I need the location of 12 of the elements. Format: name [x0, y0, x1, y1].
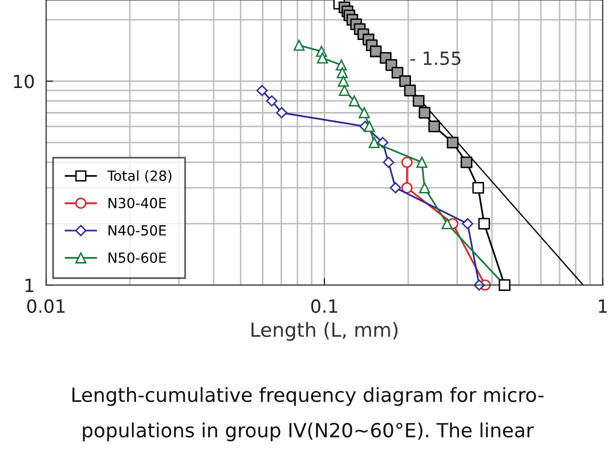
annotation: - 1.55 [410, 52, 460, 66]
text: populations in group IV(N20~60°E). The linear [82, 422, 534, 442]
legend-label: N40-50E [108, 225, 166, 236]
legend-label: Total (28) [107, 170, 172, 183]
x-axis-title: Length (L, mm) [252, 322, 398, 341]
x-tick-label: 0.1 [311, 299, 338, 313]
legend-label: N50-60E [108, 252, 166, 263]
x-tick-label: 1 [598, 300, 607, 313]
y-tick-label: 10 [14, 74, 34, 88]
legend-label: N30-40E [108, 198, 166, 208]
x-tick-label: 0.01 [27, 299, 65, 313]
text: Length-cumulative frequency diagram for micro- [72, 387, 544, 406]
